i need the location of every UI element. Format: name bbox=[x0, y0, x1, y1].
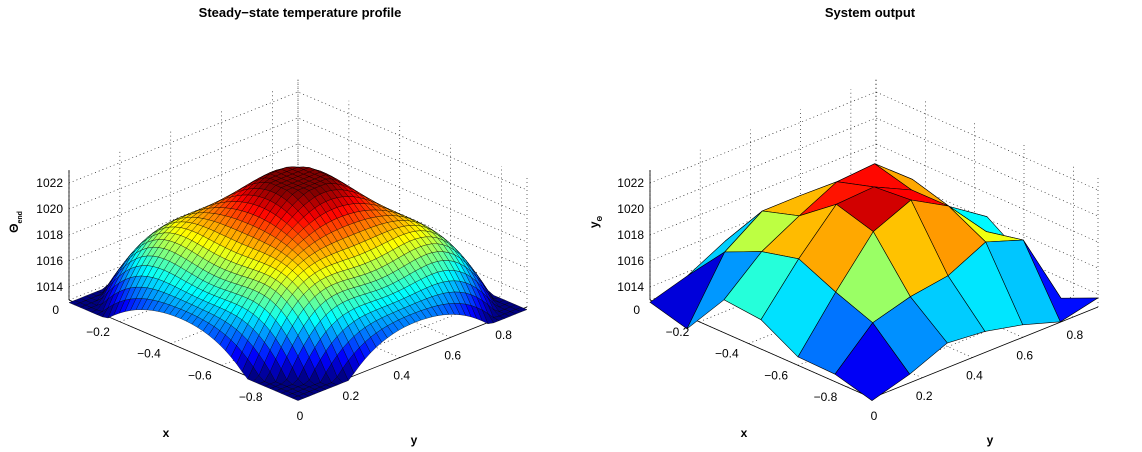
z-tick-label: 1014 bbox=[36, 280, 63, 294]
y-tick-label: 0.2 bbox=[916, 389, 933, 403]
left-x-axis-label: x bbox=[163, 426, 170, 440]
z-tick-label: 1020 bbox=[617, 202, 644, 216]
z-tick-label: 1022 bbox=[617, 176, 644, 190]
x-tick-label: −0.6 bbox=[764, 368, 788, 382]
x-tick-label: −0.2 bbox=[666, 325, 690, 339]
y-tick-label: 0.4 bbox=[966, 369, 983, 383]
y-tick-label: 0.6 bbox=[444, 348, 461, 362]
left-ticks: 0 −0.2 −0.4 −0.6 −0.8 0 0.2 0.4 0.6 0.8 1014 1016 10… bbox=[36, 176, 512, 423]
y-tick-label: 0.4 bbox=[393, 369, 410, 383]
left-z-axis-label: Θend bbox=[7, 211, 24, 233]
x-tick-label: −0.4 bbox=[715, 347, 739, 361]
right-y-axis-label: y bbox=[987, 433, 994, 447]
right-chart-title: System output bbox=[825, 5, 916, 20]
grid-line bbox=[68, 117, 528, 217]
x-tick-label: −0.6 bbox=[188, 368, 212, 382]
x-tick-label: −0.8 bbox=[239, 390, 263, 404]
right-panel: System output 0 −0.2 −0.4 −0.6 −0.8 0 0.2 0.4 0.… bbox=[587, 5, 1100, 447]
y-tick-label: 0.2 bbox=[343, 389, 360, 403]
right-surface bbox=[649, 163, 1100, 401]
z-tick-label: 1018 bbox=[36, 228, 63, 242]
surface-patch bbox=[291, 395, 305, 401]
y-tick-label: 0 bbox=[297, 409, 304, 423]
left-y-axis-label: y bbox=[411, 433, 418, 447]
x-tick-label: 0 bbox=[52, 303, 59, 317]
y-tick-label: 0.6 bbox=[1016, 348, 1033, 362]
left-panel: Steady−state temperature profile 0 −0.2 −0… bbox=[7, 5, 528, 447]
y-tick-label: 0.8 bbox=[1067, 328, 1084, 342]
surface-patch bbox=[834, 322, 911, 401]
x-tick-label: 0 bbox=[633, 303, 640, 317]
right-z-axis-label: yΘ bbox=[587, 215, 604, 228]
left-chart-title: Steady−state temperature profile bbox=[199, 5, 402, 20]
right-ticks: 0 −0.2 −0.4 −0.6 −0.8 0 0.2 0.4 0.6 0.8 1014 1016 10… bbox=[617, 176, 1083, 423]
z-tick-label: 1018 bbox=[617, 228, 644, 242]
y-axis-line bbox=[871, 306, 1099, 399]
y-tick-label: 0 bbox=[871, 409, 878, 423]
z-tick-label: 1020 bbox=[36, 202, 63, 216]
left-surface bbox=[68, 166, 528, 401]
z-tick-label: 1016 bbox=[36, 254, 63, 268]
x-tick-label: −0.4 bbox=[137, 347, 161, 361]
grid-line bbox=[68, 143, 528, 243]
z-tick-label: 1016 bbox=[617, 254, 644, 268]
z-tick-label: 1014 bbox=[617, 280, 644, 294]
grid-line bbox=[68, 169, 528, 269]
x-tick-label: −0.8 bbox=[814, 390, 838, 404]
z-tick-label: 1022 bbox=[36, 176, 63, 190]
x-tick-label: −0.2 bbox=[86, 325, 110, 339]
grid-line bbox=[68, 91, 528, 191]
right-x-axis-label: x bbox=[741, 426, 748, 440]
y-tick-label: 0.8 bbox=[495, 328, 512, 342]
